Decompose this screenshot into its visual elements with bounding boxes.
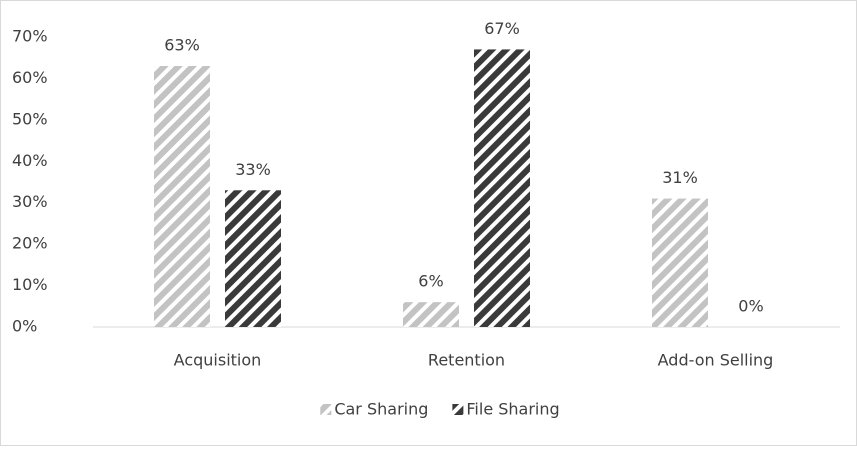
x-tick-label: Add-on Selling: [658, 351, 774, 370]
y-tick-label: 50%: [12, 109, 48, 128]
value-label: 63%: [164, 36, 200, 55]
bar: [154, 66, 210, 327]
legend: Car Sharing File Sharing: [320, 400, 560, 419]
y-tick-label: 0%: [12, 317, 37, 336]
y-tick-label: 60%: [12, 68, 48, 87]
legend-swatch: [320, 404, 332, 415]
y-tick-label: 20%: [12, 234, 48, 253]
value-label: 33%: [235, 160, 271, 179]
value-label: 31%: [662, 168, 698, 187]
y-tick-label: 70%: [12, 27, 48, 46]
bar: [652, 198, 708, 327]
value-label: 0%: [738, 297, 763, 316]
value-label: 67%: [484, 19, 520, 38]
value-label: 6%: [418, 272, 443, 291]
bar: [474, 49, 530, 328]
bar: [403, 302, 459, 327]
legend-label: File Sharing: [466, 400, 559, 419]
y-tick-label: 30%: [12, 192, 48, 211]
bar: [225, 190, 281, 327]
legend-swatch: [452, 404, 464, 415]
x-tick-label: Retention: [428, 351, 505, 370]
y-tick-label: 40%: [12, 151, 48, 170]
legend-label: Car Sharing: [334, 400, 428, 419]
x-tick-label: Acquisition: [174, 351, 262, 370]
y-tick-label: 10%: [12, 275, 48, 294]
